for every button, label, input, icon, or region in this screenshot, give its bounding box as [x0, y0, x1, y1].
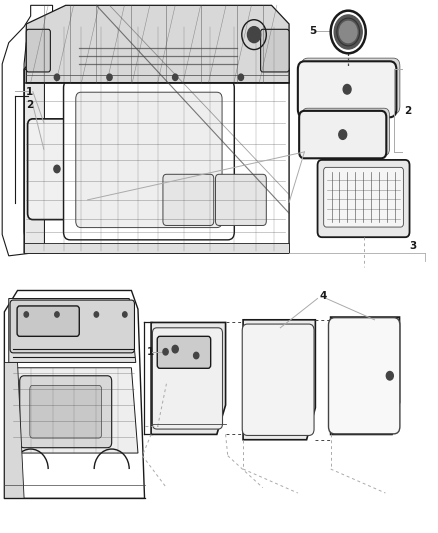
Polygon shape	[4, 362, 24, 498]
Circle shape	[334, 15, 362, 49]
Text: 1: 1	[147, 347, 154, 357]
Circle shape	[247, 27, 261, 43]
Circle shape	[173, 74, 178, 80]
FancyBboxPatch shape	[17, 306, 79, 336]
Circle shape	[386, 372, 393, 380]
FancyBboxPatch shape	[163, 174, 214, 225]
Circle shape	[54, 74, 60, 80]
Polygon shape	[243, 320, 315, 440]
Circle shape	[194, 352, 199, 359]
Polygon shape	[26, 5, 289, 83]
Polygon shape	[24, 69, 44, 253]
Polygon shape	[151, 322, 226, 434]
Circle shape	[339, 21, 357, 43]
FancyBboxPatch shape	[152, 328, 223, 429]
Text: 2: 2	[26, 100, 34, 110]
FancyBboxPatch shape	[20, 376, 112, 448]
FancyBboxPatch shape	[157, 336, 211, 368]
FancyBboxPatch shape	[324, 167, 403, 227]
FancyBboxPatch shape	[242, 324, 314, 435]
Polygon shape	[4, 290, 145, 498]
Circle shape	[238, 74, 244, 80]
FancyBboxPatch shape	[26, 29, 50, 72]
Circle shape	[123, 312, 127, 317]
Circle shape	[163, 349, 168, 355]
FancyBboxPatch shape	[328, 318, 400, 434]
Circle shape	[107, 74, 112, 80]
FancyBboxPatch shape	[301, 58, 400, 114]
Text: 5: 5	[309, 26, 316, 36]
FancyBboxPatch shape	[30, 385, 102, 438]
Polygon shape	[11, 368, 138, 453]
FancyBboxPatch shape	[302, 108, 389, 156]
Circle shape	[94, 312, 99, 317]
Polygon shape	[9, 298, 136, 362]
Polygon shape	[24, 243, 289, 253]
Text: 1: 1	[26, 87, 34, 96]
FancyBboxPatch shape	[215, 174, 266, 225]
Circle shape	[343, 84, 351, 94]
Polygon shape	[24, 21, 289, 253]
Polygon shape	[331, 317, 399, 434]
FancyBboxPatch shape	[64, 80, 234, 240]
FancyBboxPatch shape	[299, 111, 386, 158]
Circle shape	[24, 312, 28, 317]
Text: 3: 3	[410, 241, 417, 252]
FancyBboxPatch shape	[261, 29, 289, 72]
Circle shape	[339, 130, 347, 140]
FancyBboxPatch shape	[318, 160, 410, 237]
Circle shape	[172, 345, 178, 353]
Text: 2: 2	[404, 106, 411, 116]
FancyBboxPatch shape	[28, 119, 86, 220]
Text: 4: 4	[320, 291, 327, 301]
FancyBboxPatch shape	[10, 300, 134, 353]
FancyBboxPatch shape	[76, 92, 222, 228]
Circle shape	[54, 165, 60, 173]
Polygon shape	[2, 5, 53, 256]
FancyBboxPatch shape	[298, 61, 396, 117]
Circle shape	[55, 312, 59, 317]
